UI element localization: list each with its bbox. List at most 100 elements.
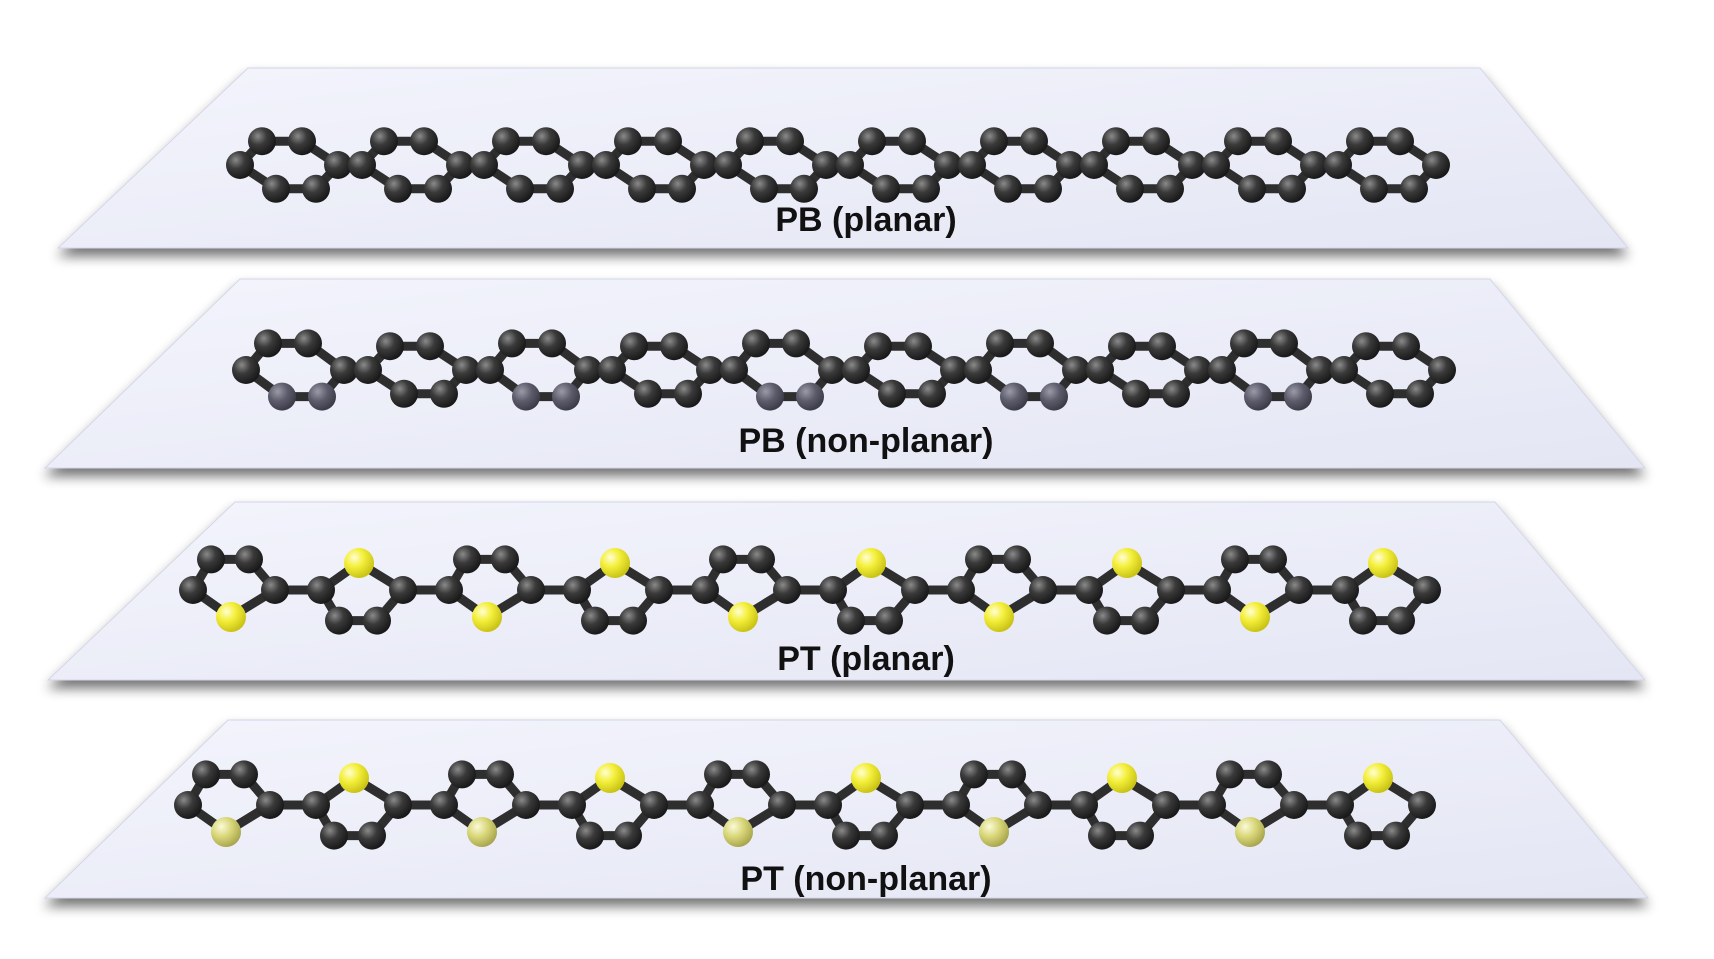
carbon-atom — [965, 545, 993, 574]
carbon-atom — [354, 356, 382, 384]
molecule-chain — [179, 545, 1441, 635]
sulfur-atom — [339, 763, 369, 793]
carbon-atom — [620, 332, 648, 361]
carbon-atom — [325, 606, 353, 635]
carbon-atom — [288, 127, 316, 156]
carbon-atom — [448, 760, 476, 789]
plane-sheet — [43, 719, 1650, 899]
carbon-atom — [898, 127, 926, 156]
carbon-atom — [546, 174, 574, 203]
carbon-atom — [1306, 356, 1334, 384]
carbon-atom — [674, 379, 702, 408]
sulfur-atom — [1112, 548, 1142, 578]
carbon-atom — [864, 332, 892, 361]
carbon-atom — [1224, 127, 1252, 156]
carbon-atom — [896, 791, 924, 819]
carbon-atom — [376, 332, 404, 361]
carbon-atom — [598, 356, 626, 384]
carbon-atom — [709, 545, 737, 574]
carbon-atom — [858, 127, 886, 156]
carbon-atom — [1080, 151, 1108, 179]
carbon-atom — [819, 576, 847, 604]
carbon-atom — [320, 821, 348, 850]
carbon-atom — [747, 545, 775, 574]
carbon-atom — [1406, 379, 1434, 408]
carbon-atom — [1238, 174, 1266, 203]
carbon-atom — [1284, 382, 1312, 411]
carbon-atom — [1366, 379, 1394, 408]
carbon-atom — [1184, 356, 1212, 384]
carbon-atom — [1392, 332, 1420, 361]
carbon-atom — [1326, 791, 1354, 819]
carbon-atom — [768, 791, 796, 819]
carbon-atom — [363, 606, 391, 635]
carbon-atom — [532, 127, 560, 156]
carbon-atom — [294, 329, 322, 358]
carbon-atom — [998, 760, 1026, 789]
carbon-atom — [878, 379, 906, 408]
carbon-atom — [720, 356, 748, 384]
carbon-atom — [348, 151, 376, 179]
carbon-atom — [226, 151, 254, 179]
carbon-atom — [1270, 329, 1298, 358]
carbon-atom — [1003, 545, 1031, 574]
carbon-atom — [986, 329, 1014, 358]
carbon-atom — [517, 576, 545, 604]
carbon-atom — [254, 329, 282, 358]
carbon-atom — [756, 382, 784, 411]
carbon-atom — [384, 791, 412, 819]
carbon-atom — [736, 127, 764, 156]
carbon-atom — [1330, 356, 1358, 384]
carbon-atom — [476, 356, 504, 384]
panel-label: PB (non-planar) — [739, 422, 994, 460]
sulfur-atom — [344, 548, 374, 578]
carbon-atom — [1075, 576, 1103, 604]
carbon-atom — [384, 174, 412, 203]
carbon-atom — [1162, 379, 1190, 408]
carbon-atom — [686, 791, 714, 819]
carbon-atom — [324, 151, 352, 179]
carbon-atom — [1108, 332, 1136, 361]
carbon-atom — [836, 151, 864, 179]
carbon-atom — [308, 382, 336, 411]
atom-layer — [174, 760, 1436, 850]
carbon-atom — [1360, 174, 1388, 203]
carbon-atom — [1157, 576, 1185, 604]
carbon-atom — [1413, 576, 1441, 604]
carbon-atom — [773, 576, 801, 604]
carbon-atom — [812, 151, 840, 179]
carbon-atom — [714, 151, 742, 179]
carbon-atom — [1344, 821, 1372, 850]
carbon-atom — [842, 356, 870, 384]
sulfur-atom — [979, 817, 1009, 847]
carbon-atom — [645, 576, 673, 604]
carbon-atom — [904, 332, 932, 361]
carbon-atom — [1034, 174, 1062, 203]
carbon-atom — [574, 356, 602, 384]
carbon-atom — [1387, 606, 1415, 635]
carbon-atom — [453, 545, 481, 574]
carbon-atom — [1102, 127, 1130, 156]
carbon-atom — [1024, 791, 1052, 819]
carbon-atom — [192, 760, 220, 789]
sulfur-atom — [723, 817, 753, 847]
carbon-atom — [870, 821, 898, 850]
carbon-atom — [256, 791, 284, 819]
carbon-atom — [1156, 174, 1184, 203]
carbon-atom — [552, 382, 580, 411]
carbon-atom — [660, 332, 688, 361]
sulfur-atom — [472, 602, 502, 632]
carbon-atom — [330, 356, 358, 384]
carbon-atom — [980, 127, 1008, 156]
carbon-atom — [1352, 332, 1380, 361]
carbon-atom — [619, 606, 647, 635]
carbon-atom — [947, 576, 975, 604]
carbon-atom — [1056, 151, 1084, 179]
carbon-atom — [1026, 329, 1054, 358]
carbon-atom — [470, 151, 498, 179]
carbon-atom — [742, 760, 770, 789]
carbon-atom — [179, 576, 207, 604]
carbon-atom — [628, 174, 656, 203]
sulfur-atom — [984, 602, 1014, 632]
carbon-atom — [592, 151, 620, 179]
